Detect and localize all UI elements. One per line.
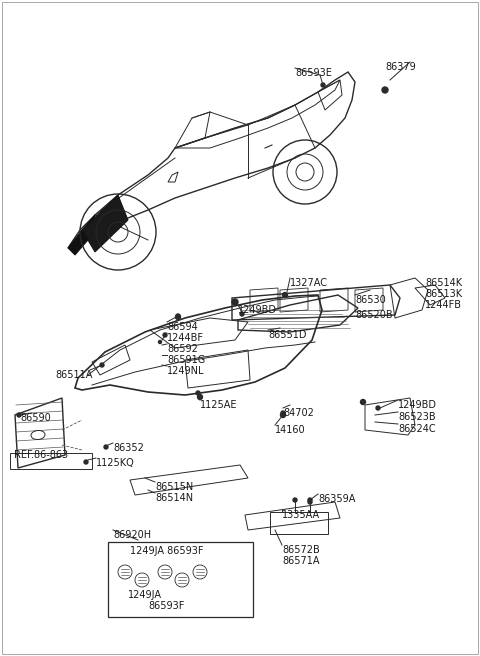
Text: 86592: 86592 — [167, 344, 198, 354]
Circle shape — [196, 391, 200, 395]
Polygon shape — [82, 195, 128, 252]
Text: 14160: 14160 — [275, 425, 306, 435]
Circle shape — [321, 83, 325, 87]
Text: 86591G: 86591G — [167, 355, 205, 365]
Text: 86590: 86590 — [20, 413, 51, 423]
Circle shape — [293, 498, 297, 502]
Text: 86513K: 86513K — [425, 289, 462, 299]
Circle shape — [176, 314, 180, 318]
Text: 86379: 86379 — [385, 62, 416, 72]
Text: 86920H: 86920H — [113, 530, 151, 540]
Text: 1249BD: 1249BD — [238, 305, 277, 315]
Text: 86514N: 86514N — [155, 493, 193, 503]
Circle shape — [232, 299, 238, 305]
Text: 86551D: 86551D — [268, 330, 307, 340]
Text: 84702: 84702 — [283, 408, 314, 418]
Text: 86511A: 86511A — [55, 370, 92, 380]
Circle shape — [104, 445, 108, 449]
Text: 1249NL: 1249NL — [167, 366, 204, 376]
Text: 1335AA: 1335AA — [282, 510, 320, 520]
Circle shape — [163, 333, 167, 337]
Text: 86594: 86594 — [167, 322, 198, 332]
Circle shape — [308, 500, 312, 504]
Text: 86593E: 86593E — [295, 68, 332, 78]
Text: 1249JA: 1249JA — [128, 590, 162, 600]
Text: 1244FB: 1244FB — [425, 300, 462, 310]
Text: 86593F: 86593F — [148, 601, 184, 611]
Circle shape — [17, 413, 21, 417]
Circle shape — [197, 394, 203, 400]
Circle shape — [100, 363, 104, 367]
Circle shape — [240, 312, 244, 316]
Circle shape — [280, 413, 286, 417]
Circle shape — [281, 411, 285, 415]
Text: 86571A: 86571A — [282, 556, 320, 566]
Text: 1249BD: 1249BD — [398, 400, 437, 410]
Text: 86514K: 86514K — [425, 278, 462, 288]
Circle shape — [382, 87, 388, 93]
Circle shape — [308, 498, 312, 502]
Text: 1244BF: 1244BF — [167, 333, 204, 343]
Text: 86524C: 86524C — [398, 424, 436, 434]
Text: 1249JA 86593F: 1249JA 86593F — [130, 546, 204, 556]
Circle shape — [158, 340, 161, 344]
Text: 1125KQ: 1125KQ — [96, 458, 135, 468]
Text: 86520B: 86520B — [355, 310, 393, 320]
Text: 1327AC: 1327AC — [290, 278, 328, 288]
Text: 86515N: 86515N — [155, 482, 193, 492]
Circle shape — [360, 400, 365, 405]
Text: 86523B: 86523B — [398, 412, 436, 422]
Text: REF.86-863: REF.86-863 — [14, 450, 68, 460]
Circle shape — [376, 406, 380, 410]
Text: 86359A: 86359A — [318, 494, 355, 504]
Text: 86352: 86352 — [113, 443, 144, 453]
Circle shape — [283, 293, 288, 298]
Text: 86530: 86530 — [355, 295, 386, 305]
Text: 1125AE: 1125AE — [200, 400, 238, 410]
Circle shape — [176, 314, 180, 319]
Circle shape — [84, 460, 88, 464]
Polygon shape — [68, 215, 95, 255]
Text: 86572B: 86572B — [282, 545, 320, 555]
